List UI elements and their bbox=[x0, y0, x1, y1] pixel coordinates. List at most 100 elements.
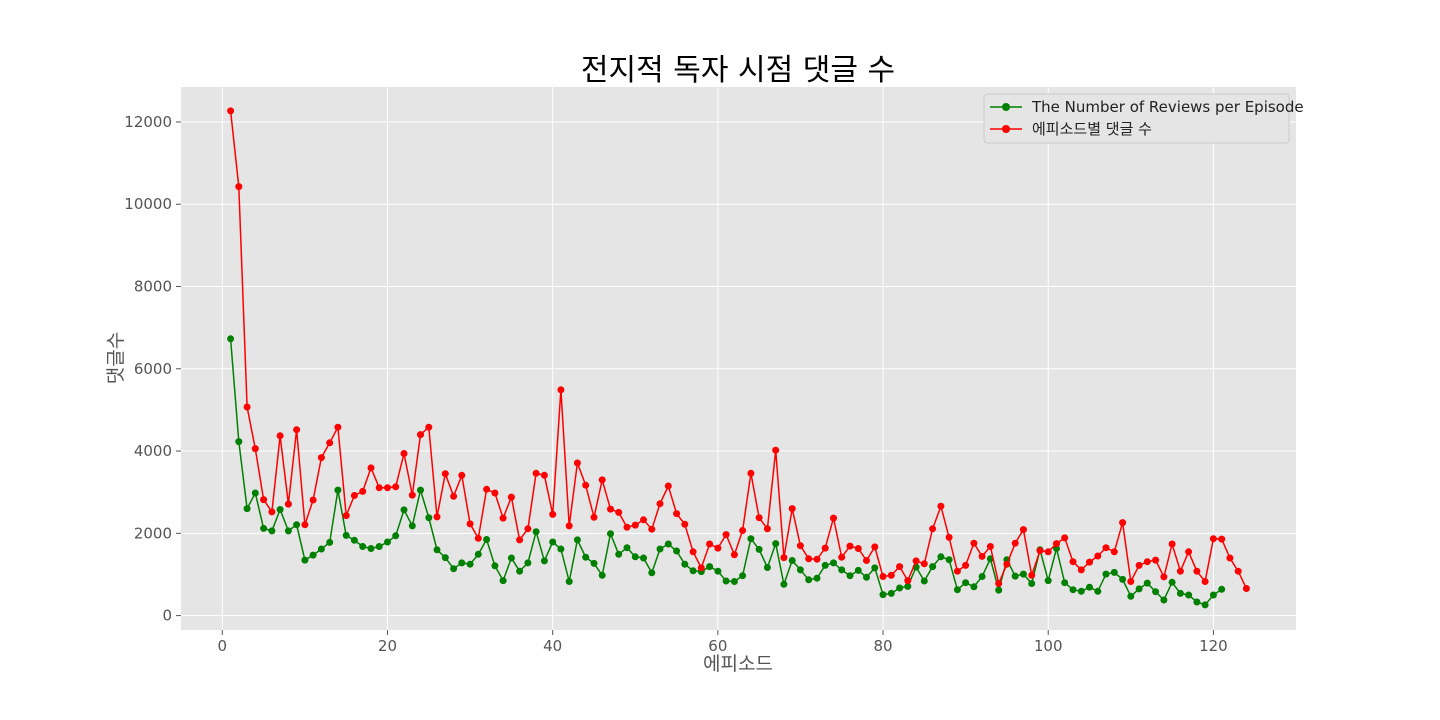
data-point bbox=[805, 576, 813, 584]
data-point bbox=[920, 577, 928, 585]
plot-background bbox=[181, 87, 1296, 630]
data-point bbox=[796, 542, 804, 550]
data-point bbox=[689, 548, 697, 556]
data-point bbox=[673, 547, 681, 555]
x-tick-label: 80 bbox=[873, 637, 892, 655]
data-point bbox=[350, 536, 358, 544]
data-point bbox=[929, 563, 937, 571]
data-point bbox=[516, 567, 524, 575]
data-point bbox=[1143, 579, 1151, 587]
data-point bbox=[499, 514, 507, 522]
legend-marker-comments bbox=[1002, 125, 1010, 133]
data-point bbox=[532, 469, 540, 477]
data-point bbox=[714, 544, 722, 552]
data-point bbox=[937, 502, 945, 510]
data-point bbox=[846, 542, 854, 550]
data-point bbox=[1209, 535, 1217, 543]
data-point bbox=[739, 527, 747, 534]
data-point bbox=[417, 486, 424, 494]
data-point bbox=[417, 431, 424, 439]
data-point bbox=[904, 582, 912, 590]
data-point bbox=[706, 563, 714, 571]
data-point bbox=[995, 580, 1003, 587]
data-point bbox=[830, 514, 837, 522]
data-point bbox=[854, 545, 862, 552]
data-point bbox=[838, 566, 846, 574]
data-point bbox=[573, 459, 581, 467]
data-point bbox=[1201, 601, 1209, 609]
data-point bbox=[747, 535, 755, 543]
data-point bbox=[474, 534, 482, 542]
data-point bbox=[276, 432, 284, 440]
data-point bbox=[1242, 585, 1250, 592]
data-point bbox=[1011, 572, 1019, 580]
data-point bbox=[392, 483, 400, 491]
data-point bbox=[623, 544, 631, 552]
x-tick-label: 40 bbox=[543, 637, 562, 655]
data-point bbox=[359, 543, 367, 550]
data-point bbox=[904, 577, 912, 585]
data-point bbox=[879, 591, 887, 599]
data-point bbox=[491, 489, 499, 497]
data-point bbox=[516, 536, 524, 544]
data-point bbox=[780, 580, 788, 588]
data-point bbox=[458, 471, 466, 479]
data-point bbox=[755, 545, 763, 553]
data-point bbox=[689, 567, 697, 575]
data-point bbox=[1077, 587, 1085, 595]
data-point bbox=[524, 525, 532, 533]
data-point bbox=[697, 564, 705, 572]
data-point bbox=[714, 567, 722, 575]
data-point bbox=[466, 560, 474, 568]
data-point bbox=[1044, 577, 1052, 585]
data-point bbox=[730, 578, 738, 585]
data-point bbox=[243, 403, 251, 411]
data-point bbox=[631, 521, 639, 529]
data-point bbox=[491, 562, 499, 570]
data-point bbox=[747, 469, 755, 477]
data-point bbox=[640, 554, 647, 562]
data-point bbox=[342, 512, 350, 520]
data-point bbox=[962, 579, 970, 587]
data-point bbox=[425, 514, 433, 522]
data-point bbox=[384, 484, 391, 492]
data-point bbox=[706, 540, 714, 548]
y-tick-label: 2000 bbox=[134, 524, 172, 542]
data-point bbox=[309, 496, 317, 504]
data-point bbox=[598, 571, 606, 579]
data-point bbox=[1044, 548, 1052, 556]
legend: The Number of Reviews per Episode 에피소드별 … bbox=[983, 93, 1304, 144]
data-point bbox=[896, 563, 904, 571]
data-point bbox=[284, 500, 292, 508]
data-point bbox=[1028, 571, 1036, 579]
data-point bbox=[970, 583, 978, 591]
data-point bbox=[821, 561, 829, 569]
data-point bbox=[1028, 580, 1036, 587]
data-point bbox=[1234, 567, 1242, 575]
series-reviews bbox=[227, 335, 1226, 609]
data-point bbox=[400, 506, 408, 514]
data-point bbox=[763, 525, 771, 533]
data-point bbox=[276, 506, 284, 513]
data-point bbox=[1110, 548, 1118, 556]
data-point bbox=[953, 567, 961, 575]
data-point bbox=[1135, 561, 1143, 569]
data-point bbox=[763, 564, 771, 571]
data-point bbox=[879, 573, 887, 580]
data-point bbox=[565, 578, 573, 585]
data-point bbox=[1168, 540, 1176, 548]
data-point bbox=[995, 586, 1003, 594]
data-point bbox=[722, 531, 730, 539]
data-point bbox=[871, 564, 879, 572]
data-point bbox=[392, 532, 400, 540]
data-point bbox=[260, 496, 268, 504]
y-axis-ticks: 0 2000 4000 6000 8000 10000 12000 bbox=[124, 113, 181, 625]
data-point bbox=[871, 543, 879, 551]
data-point bbox=[813, 574, 821, 582]
data-point bbox=[590, 513, 598, 521]
data-point bbox=[962, 561, 970, 569]
y-tick-label: 6000 bbox=[134, 360, 172, 378]
data-point bbox=[507, 493, 515, 501]
data-point bbox=[945, 533, 953, 541]
series-line bbox=[229, 110, 1248, 589]
